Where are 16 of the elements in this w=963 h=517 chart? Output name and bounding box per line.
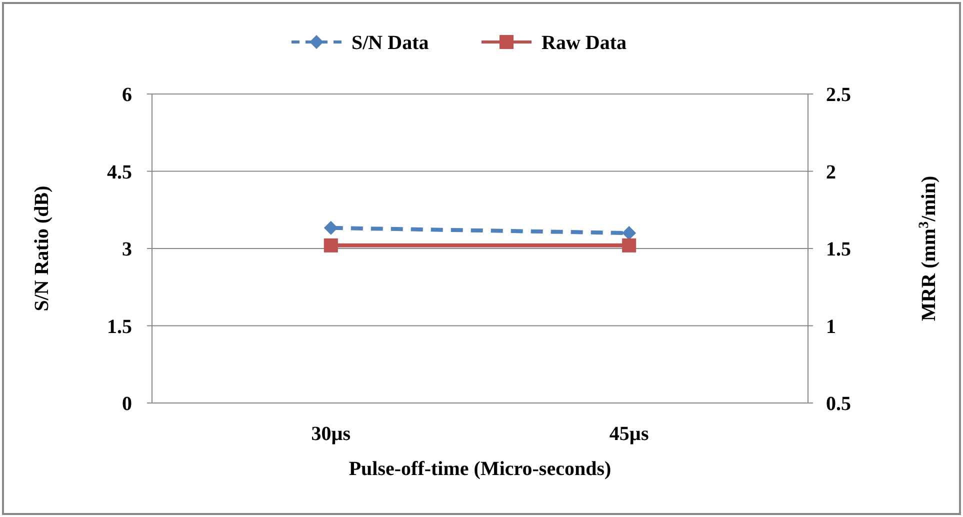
- legend-label: Raw Data: [542, 32, 626, 54]
- y2-tick-label: 2.5: [826, 84, 851, 106]
- y-tick-label: 3: [122, 238, 132, 260]
- legend-label: S/N Data: [352, 32, 429, 54]
- y-tick-label: 1.5: [107, 316, 132, 338]
- x-tick-label: 45µs: [609, 423, 649, 445]
- y2-tick-label: 2: [826, 161, 836, 184]
- y-tick-label: 0: [122, 393, 132, 415]
- y2-tick-label: 1: [826, 316, 836, 338]
- x-axis-title: Pulse-off-time (Micro-seconds): [348, 458, 612, 480]
- y-tick-label: 4.5: [107, 161, 132, 184]
- y2-tick-label: 0.5: [826, 393, 851, 415]
- y-tick-label: 6: [122, 84, 132, 106]
- x-tick-label: 30µs: [311, 423, 351, 445]
- y2-tick-label: 1.5: [826, 238, 851, 260]
- y-axis-title: S/N Ratio (dB): [31, 186, 53, 312]
